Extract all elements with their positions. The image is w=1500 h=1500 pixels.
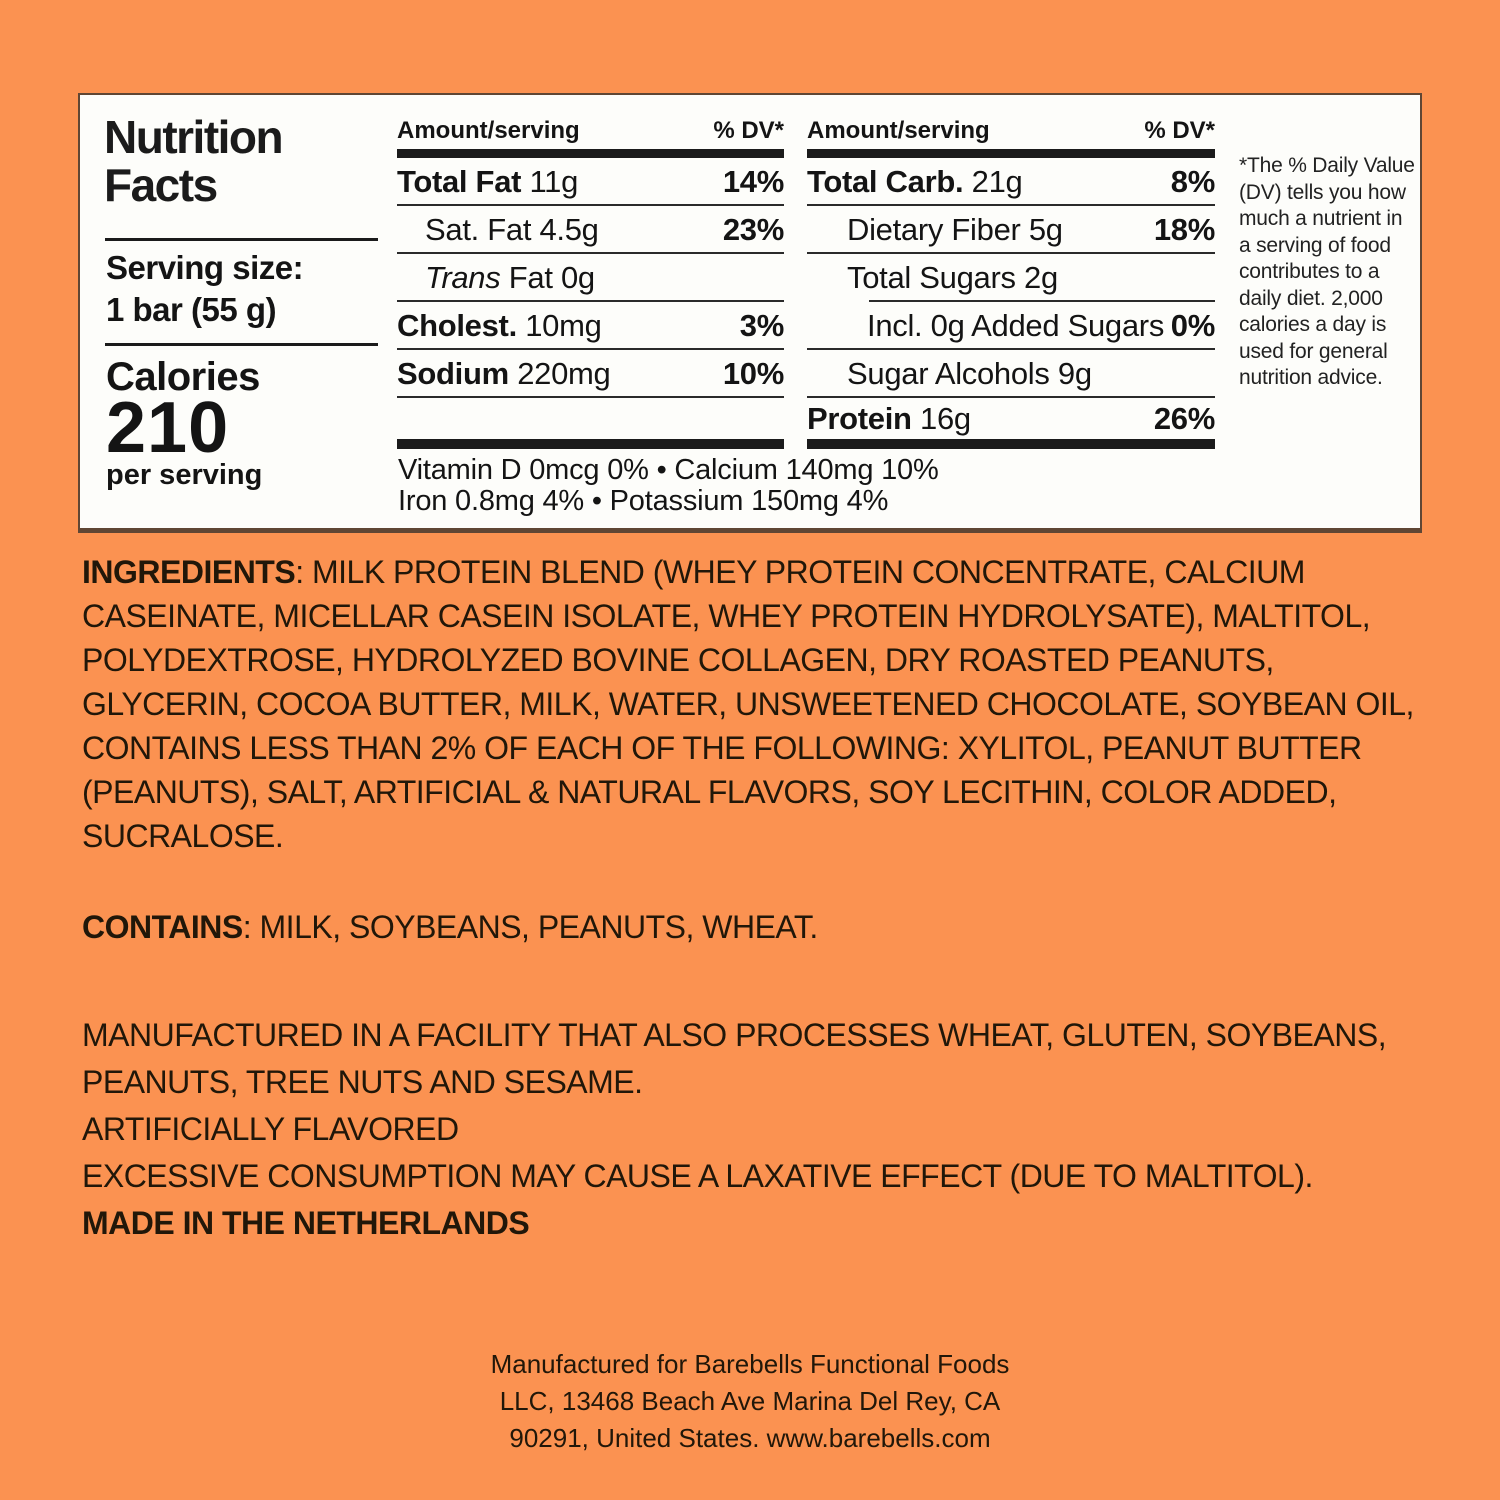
calories-block: Calories 210 per serving: [106, 356, 262, 490]
thick-bar: [397, 439, 784, 449]
divider: [105, 238, 378, 241]
nutrient-name: Protein 16g: [807, 401, 971, 436]
artificially-flavored-statement: ARTIFICIALLY FLAVORED: [82, 1111, 459, 1147]
serving-size-label: Serving size:: [106, 249, 304, 286]
row-divider: [807, 252, 1215, 254]
nutrition-row: Total Sugars 2g: [807, 254, 1215, 302]
percent-dv-header: % DV*: [1144, 117, 1215, 144]
amount-per-serving-header: Amount/serving: [397, 117, 580, 144]
nutrient-name: Sodium 220mg: [397, 356, 611, 391]
nutrient-name: Sugar Alcohols 9g: [847, 356, 1092, 391]
nutrient-name: Total Sugars 2g: [847, 260, 1058, 295]
nutrition-facts-panel: Nutrition Facts Serving size: 1 bar (55 …: [78, 93, 1422, 533]
serving-size-value: 1 bar (55 g): [106, 291, 277, 328]
nutrient-daily-value: 0%: [1170, 308, 1216, 343]
nutrient-daily-value: 26%: [1153, 401, 1215, 436]
percent-dv-header: % DV*: [713, 117, 784, 144]
header-bar: [807, 149, 1215, 158]
calories-per-serving: per serving: [106, 459, 263, 491]
nutrition-row: Cholest. 10mg 3%: [397, 302, 784, 350]
contains-paragraph: CONTAINS: MILK, SOYBEANS, PEANUTS, WHEAT…: [82, 905, 1424, 949]
nutrition-facts-title-line2: Facts: [104, 159, 218, 211]
row-divider: [397, 204, 784, 206]
calories-label: Calories: [106, 355, 260, 399]
vitamins-line-2: Iron 0.8mg 4% • Potassium 150mg 4%: [398, 485, 889, 517]
row-divider: [807, 396, 1215, 398]
nutrition-row: Trans Fat 0g: [397, 254, 784, 302]
row-divider: [397, 300, 784, 302]
facility-statement: MANUFACTURED IN A FACILITY THAT ALSO PRO…: [82, 1017, 1387, 1100]
nutrition-facts-title-line1: Nutrition: [104, 111, 284, 163]
nutrient-daily-value: 3%: [739, 308, 785, 343]
row-divider: [807, 348, 1215, 350]
nutrition-row: Sat. Fat 4.5g 23%: [397, 206, 784, 254]
row-divider: [807, 204, 1215, 206]
nutrient-daily-value: 18%: [1153, 212, 1215, 247]
divider: [105, 343, 378, 346]
contains-text: : MILK, SOYBEANS, PEANUTS, WHEAT.: [242, 909, 819, 945]
ingredients-label: INGREDIENTS: [82, 554, 296, 590]
nutrition-column-fat: Amount/serving % DV* Total Fat 11g 14% Sat…: [397, 119, 784, 398]
nutrient-name: Cholest. 10mg: [397, 308, 602, 343]
manufacturer-block: Manufactured for Barebells Functional Fo…: [0, 1346, 1500, 1457]
nutrition-row: Total Fat 11g 14%: [397, 158, 784, 206]
amount-per-serving-header: Amount/serving: [807, 117, 990, 144]
vitamins-minerals-block: Vitamin D 0mcg 0% • Calcium 140mg 10% Ir…: [398, 455, 939, 517]
nutrient-name: Dietary Fiber 5g: [847, 212, 1063, 247]
nutrition-rows: Total Carb. 21g 8% Dietary Fiber 5g 18% Tota…: [807, 158, 1215, 440]
column-header: Amount/serving % DV*: [397, 119, 784, 143]
ingredients-paragraph: INGREDIENTS: MILK PROTEIN BLEND (WHEY PR…: [82, 550, 1424, 858]
calories-value: 210: [106, 388, 230, 468]
nutrition-row: Incl. 0g Added Sugars 0%: [807, 302, 1215, 350]
nutrition-row: Protein 16g 26%: [807, 398, 1215, 440]
manufacturer-line-3: 90291, United States. www.barebells.com: [509, 1423, 991, 1453]
nutrient-daily-value: 10%: [722, 356, 784, 391]
nutrient-name: Total Fat 11g: [397, 164, 579, 199]
vitamins-line-1: Vitamin D 0mcg 0% • Calcium 140mg 10%: [398, 454, 939, 486]
serving-size-block: Serving size: 1 bar (55 g): [106, 247, 304, 331]
row-divider: [869, 300, 1215, 302]
row-divider: [397, 252, 784, 254]
nutrient-name: Incl. 0g Added Sugars: [867, 308, 1165, 343]
nutrition-rows: Total Fat 11g 14% Sat. Fat 4.5g 23% Trans Fa…: [397, 158, 784, 398]
row-divider: [397, 396, 784, 398]
nutrient-daily-value: 14%: [722, 164, 784, 199]
manufacturer-line-1: Manufactured for Barebells Functional Fo…: [490, 1349, 1010, 1379]
nutrient-daily-value: 8%: [1170, 164, 1216, 199]
nutrition-facts-title: Nutrition Facts: [104, 111, 284, 211]
thick-bar: [807, 439, 1215, 449]
nutrition-row: Sugar Alcohols 9g: [807, 350, 1215, 398]
made-in-statement: MADE IN THE NETHERLANDS: [82, 1205, 530, 1241]
ingredients-text: : MILK PROTEIN BLEND (WHEY PROTEIN CONCE…: [82, 554, 1414, 854]
nutrient-name: Sat. Fat 4.5g: [425, 212, 599, 247]
nutrient-name: Total Carb. 21g: [807, 164, 1023, 199]
legal-block: MANUFACTURED IN A FACILITY THAT ALSO PRO…: [82, 1012, 1430, 1247]
nutrient-name: Trans Fat 0g: [425, 260, 595, 295]
contains-label: CONTAINS: [82, 909, 243, 945]
daily-value-footnote: *The % Daily Value (DV) tells you how mu…: [1239, 154, 1415, 389]
nutrition-row: Sodium 220mg 10%: [397, 350, 784, 398]
nutrition-row: Dietary Fiber 5g 18%: [807, 206, 1215, 254]
nutrition-row: Total Carb. 21g 8%: [807, 158, 1215, 206]
column-header: Amount/serving % DV*: [807, 119, 1215, 143]
nutrition-column-carb: Amount/serving % DV* Total Carb. 21g 8% Di…: [807, 119, 1215, 440]
nutrient-daily-value: 23%: [722, 212, 784, 247]
row-divider: [397, 348, 784, 350]
manufacturer-line-2: LLC, 13468 Beach Ave Marina Del Rey, CA: [499, 1386, 1001, 1416]
laxative-warning: EXCESSIVE CONSUMPTION MAY CAUSE A LAXATI…: [82, 1158, 1313, 1194]
header-bar: [397, 149, 784, 158]
